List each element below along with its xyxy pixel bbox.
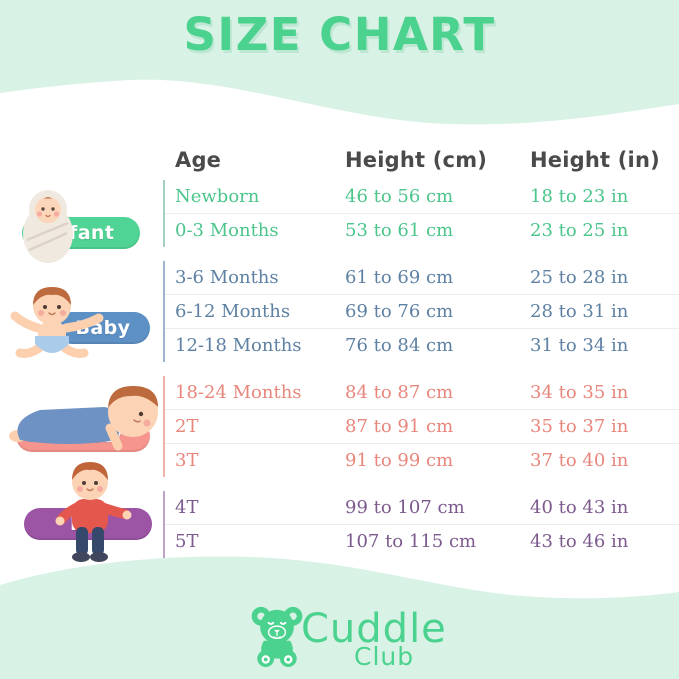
height-cm-cell: 99 to 107 cm [345, 497, 465, 518]
brand-name-cuddle: Cuddle [301, 606, 447, 652]
height-cm-cell: 87 to 91 cm [345, 416, 454, 437]
table-row: 12-18 Months 76 to 84 cm 31 to 34 in [165, 328, 679, 362]
age-cell: 4T [175, 497, 199, 518]
height-in-cell: 25 to 28 in [530, 267, 629, 288]
group-kid-label-area: Kid [0, 462, 163, 562]
height-cm-cell: 91 to 99 cm [345, 450, 454, 471]
teddy-bear-icon [251, 606, 303, 667]
height-cm-cell: 53 to 61 cm [345, 220, 454, 241]
group-baby-label-area: Baby [0, 261, 163, 362]
height-cm-cell: 107 to 115 cm [345, 531, 477, 552]
table-row: 2T 87 to 91 cm 35 to 37 in [165, 409, 679, 443]
height-in-cell: 34 to 35 in [530, 382, 629, 403]
height-in-cell: 43 to 46 in [530, 531, 629, 552]
group-kid-rows: 4T 99 to 107 cm 40 to 43 in 5T 107 to 11… [163, 491, 679, 558]
group-infant-label-area: Infant [0, 180, 163, 263]
crawling-toddler-icon [9, 385, 158, 451]
table-row: Newborn 46 to 56 cm 18 to 23 in [165, 180, 679, 213]
age-cell: 3-6 Months [175, 267, 279, 288]
group-infant: Infant Newborn 46 to 56 cm 18 [0, 180, 679, 263]
table-row: 3T 91 to 99 cm 37 to 40 in [165, 443, 679, 477]
group-kid: Kid 4T [0, 462, 679, 562]
group-infant-rows: Newborn 46 to 56 cm 18 to 23 in 0-3 Mont… [163, 180, 679, 247]
age-cell: 0-3 Months [175, 220, 279, 241]
table-row: 4T 99 to 107 cm 40 to 43 in [165, 491, 679, 524]
height-in-cell: 40 to 43 in [530, 497, 629, 518]
height-in-cell: 35 to 37 in [530, 416, 629, 437]
height-in-cell: 28 to 31 in [530, 301, 629, 322]
table-row: 18-24 Months 84 to 87 cm 34 to 35 in [165, 376, 679, 409]
table-row: 0-3 Months 53 to 61 cm 23 to 25 in [165, 213, 679, 247]
table-row: 3-6 Months 61 to 69 cm 25 to 28 in [165, 261, 679, 294]
swaddled-infant-icon [23, 190, 73, 263]
height-cm-cell: 69 to 76 cm [345, 301, 454, 322]
group-baby-rows: 3-6 Months 61 to 69 cm 25 to 28 in 6-12 … [163, 261, 679, 362]
height-cm-cell: 84 to 87 cm [345, 382, 454, 403]
age-cell: 2T [175, 416, 199, 437]
age-cell: 3T [175, 450, 199, 471]
brand-name-club: Club [354, 642, 415, 671]
group-toddler-label-area: Toddler [0, 376, 163, 477]
sitting-baby-icon [10, 287, 104, 358]
age-cell: 18-24 Months [175, 382, 302, 403]
group-toddler: Toddler 18-24 Months 84 to 87 cm [0, 376, 679, 477]
table-row: 6-12 Months 69 to 76 cm 28 to 31 in [165, 294, 679, 328]
group-toddler-rows: 18-24 Months 84 to 87 cm 34 to 35 in 2T … [163, 376, 679, 477]
size-chart-table: Age Height (cm) Height (in) Infant [0, 140, 679, 572]
column-header-height-cm: Height (cm) [345, 148, 488, 172]
age-cell: Newborn [175, 186, 260, 207]
height-cm-cell: 46 to 56 cm [345, 186, 454, 207]
group-baby: Baby 3-6 Months 61 [0, 261, 679, 362]
table-header-row: Age Height (cm) Height (in) [0, 140, 679, 180]
age-cell: 12-18 Months [175, 335, 302, 356]
bottom-wave-decoration [0, 556, 679, 679]
height-in-cell: 31 to 34 in [530, 335, 629, 356]
age-cell: 5T [175, 531, 199, 552]
top-wave-decoration [0, 0, 679, 125]
height-cm-cell: 61 to 69 cm [345, 267, 454, 288]
table-row: 5T 107 to 115 cm 43 to 46 in [165, 524, 679, 558]
height-in-cell: 37 to 40 in [530, 450, 629, 471]
standing-kid-icon [55, 462, 132, 562]
height-in-cell: 23 to 25 in [530, 220, 629, 241]
page-title: SIZE CHART [183, 8, 496, 61]
column-header-age: Age [175, 148, 222, 172]
height-cm-cell: 76 to 84 cm [345, 335, 454, 356]
age-cell: 6-12 Months [175, 301, 291, 322]
column-header-height-in: Height (in) [530, 148, 660, 172]
height-in-cell: 18 to 23 in [530, 186, 629, 207]
